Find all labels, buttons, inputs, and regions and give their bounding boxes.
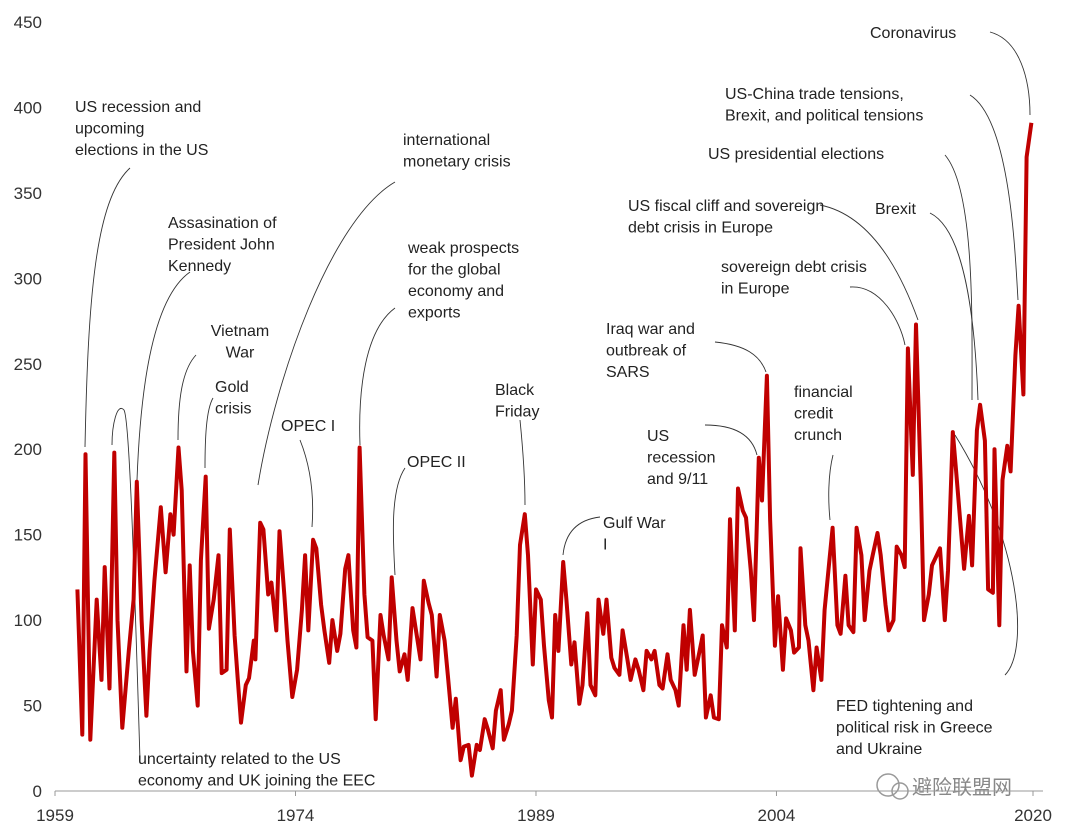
x-tick-label: 1974 bbox=[277, 806, 315, 825]
data-line bbox=[75, 122, 1034, 778]
annotation-text: economy and bbox=[408, 283, 504, 300]
annotation-leader bbox=[819, 204, 919, 321]
annotation-text: Brexit bbox=[875, 201, 916, 218]
annotation-text: recession bbox=[647, 450, 715, 467]
annotation-text: financial bbox=[794, 384, 853, 401]
annotation-text: outbreak of bbox=[606, 343, 687, 360]
y-tick-label: 300 bbox=[14, 269, 42, 288]
annotation-leader bbox=[204, 397, 214, 469]
annotation-text: monetary crisis bbox=[403, 154, 511, 171]
annotation-text: economy and UK joining the EEC bbox=[138, 773, 375, 790]
annotation-text: Gold bbox=[215, 379, 249, 396]
annotation-text: sovereign debt crisis bbox=[721, 259, 867, 276]
annotation-text: Black bbox=[495, 382, 535, 399]
annotation-leader bbox=[562, 516, 601, 556]
annotation-text: political risk in Greece bbox=[836, 720, 993, 737]
annotation-text: Kennedy bbox=[168, 258, 231, 275]
watermark-text: 避险联盟网 bbox=[912, 776, 1012, 799]
annotation-text: US fiscal cliff and sovereign bbox=[628, 198, 824, 215]
annotation-leader bbox=[257, 181, 396, 486]
annotation-text: Iraq war and bbox=[606, 321, 695, 338]
y-tick-label: 0 bbox=[33, 782, 42, 801]
y-tick-label: 450 bbox=[14, 13, 42, 32]
annotation-leader bbox=[828, 454, 834, 521]
annotation-leader bbox=[849, 286, 906, 346]
watermark-icon bbox=[876, 773, 900, 797]
annotation-text: President John bbox=[168, 237, 275, 254]
annotation-leader bbox=[299, 439, 314, 528]
annotation-text: Gulf War bbox=[603, 515, 666, 532]
x-tick-label: 2004 bbox=[758, 806, 796, 825]
annotation-text: in Europe bbox=[721, 281, 790, 298]
annotation-text: US recession and bbox=[75, 99, 201, 116]
x-tick-label: 1989 bbox=[517, 806, 555, 825]
annotation-text: I bbox=[603, 537, 607, 554]
annotation-text: and 9/11 bbox=[647, 471, 708, 488]
annotation-text: for the global bbox=[408, 262, 501, 279]
annotation-text: OPEC II bbox=[407, 454, 466, 471]
annotation-text: upcoming bbox=[75, 121, 144, 138]
y-tick-label: 100 bbox=[14, 611, 42, 630]
annotation-text: SARS bbox=[606, 364, 650, 381]
annotation-text: weak prospects bbox=[407, 240, 519, 257]
watermark: 避险联盟网 bbox=[876, 773, 1012, 800]
annotation-text: Vietnam bbox=[211, 323, 269, 340]
annotation-leader bbox=[136, 271, 191, 481]
y-tick-label: 50 bbox=[23, 697, 42, 716]
x-tick-label: 1959 bbox=[36, 806, 74, 825]
annotation-leader bbox=[944, 154, 973, 401]
y-tick-label: 250 bbox=[14, 355, 42, 374]
annotation-leader bbox=[359, 307, 396, 446]
annotation-text: Brexit, and political tensions bbox=[725, 108, 923, 125]
annotation-text: US-China trade tensions, bbox=[725, 86, 904, 103]
y-tick-label: 200 bbox=[14, 440, 42, 459]
y-tick-label: 350 bbox=[14, 184, 42, 203]
annotation-text: US presidential elections bbox=[708, 146, 884, 163]
annotation-text: Friday bbox=[495, 404, 539, 421]
annotation-text: crunch bbox=[794, 427, 842, 444]
annotation-text: Coronavirus bbox=[870, 25, 956, 42]
annotation-text: uncertainty related to the US bbox=[138, 751, 341, 768]
annotation-leader bbox=[519, 419, 526, 506]
y-tick-label: 400 bbox=[14, 98, 42, 117]
x-tick-label: 2020 bbox=[1014, 806, 1052, 825]
annotation-leader bbox=[929, 212, 979, 401]
annotation-leader bbox=[84, 167, 131, 448]
annotation-leader bbox=[177, 354, 197, 441]
annotation-text: elections in the US bbox=[75, 142, 208, 159]
annotation-leader bbox=[969, 94, 1019, 301]
annotation-text: FED tightening and bbox=[836, 698, 973, 715]
annotation-text: exports bbox=[408, 305, 460, 322]
annotation-text: international bbox=[403, 132, 490, 149]
annotation-leader bbox=[714, 341, 767, 373]
annotation-text: US bbox=[647, 428, 669, 445]
annotation-text: crisis bbox=[215, 401, 251, 418]
annotation-text: OPEC I bbox=[281, 418, 335, 435]
annotation-leader bbox=[111, 407, 141, 761]
annotation-leader bbox=[989, 31, 1031, 116]
annotation-text: Assasination of bbox=[168, 215, 277, 232]
annotation-leader bbox=[392, 467, 406, 576]
annotation-text: debt crisis in Europe bbox=[628, 220, 773, 237]
annotation-text: and Ukraine bbox=[836, 741, 922, 758]
annotation-leader bbox=[704, 424, 758, 456]
y-tick-label: 150 bbox=[14, 526, 42, 545]
annotation-text: War bbox=[226, 345, 255, 362]
annotation-text: credit bbox=[794, 406, 834, 423]
